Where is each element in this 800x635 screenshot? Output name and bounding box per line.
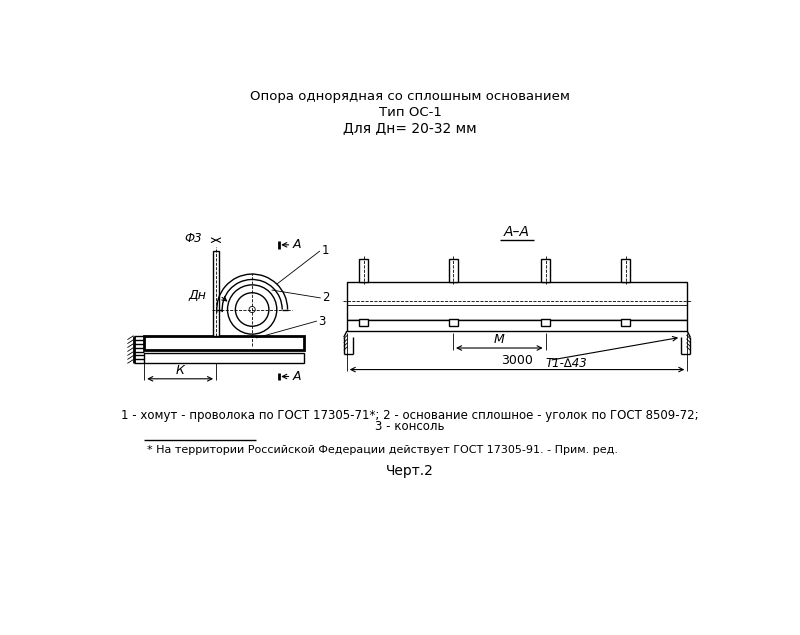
- Text: 3000: 3000: [501, 354, 533, 367]
- Text: К: К: [176, 363, 185, 377]
- Bar: [621, 319, 630, 326]
- Bar: [541, 319, 550, 326]
- Bar: [144, 352, 304, 363]
- Bar: [359, 258, 369, 282]
- Text: Для Дн= 20-32 мм: Для Дн= 20-32 мм: [343, 121, 477, 135]
- Text: 1 - хомут - проволока по ГОСТ 17305-71*; 2 - основание сплошное - уголок по ГОСТ: 1 - хомут - проволока по ГОСТ 17305-71*;…: [121, 408, 699, 422]
- Text: А: А: [293, 370, 302, 383]
- Bar: [213, 251, 219, 336]
- Text: 3 - консоль: 3 - консоль: [375, 420, 445, 433]
- Bar: [449, 319, 458, 326]
- Bar: [359, 319, 369, 326]
- Bar: [347, 282, 687, 320]
- Text: Дн: Дн: [188, 289, 206, 302]
- Bar: [347, 320, 687, 331]
- Bar: [449, 258, 458, 282]
- Text: Опора однорядная со сплошным основанием: Опора однорядная со сплошным основанием: [250, 91, 570, 104]
- Bar: [144, 336, 304, 349]
- Text: Ф3: Ф3: [185, 232, 202, 245]
- Text: * На территории Российской Федерации действует ГОСТ 17305-91. - Прим. ред.: * На территории Российской Федерации дей…: [146, 444, 618, 455]
- Text: 1: 1: [322, 244, 329, 257]
- Text: Черт.2: Черт.2: [386, 464, 434, 478]
- Text: 3: 3: [318, 314, 326, 328]
- Text: Т1-∆43: Т1-∆43: [546, 357, 587, 370]
- Text: Тип ОС-1: Тип ОС-1: [378, 106, 442, 119]
- Text: А–А: А–А: [504, 225, 530, 239]
- Text: А: А: [293, 238, 302, 251]
- Text: М: М: [494, 333, 505, 345]
- Bar: [541, 258, 550, 282]
- Bar: [621, 258, 630, 282]
- Text: 2: 2: [322, 291, 330, 304]
